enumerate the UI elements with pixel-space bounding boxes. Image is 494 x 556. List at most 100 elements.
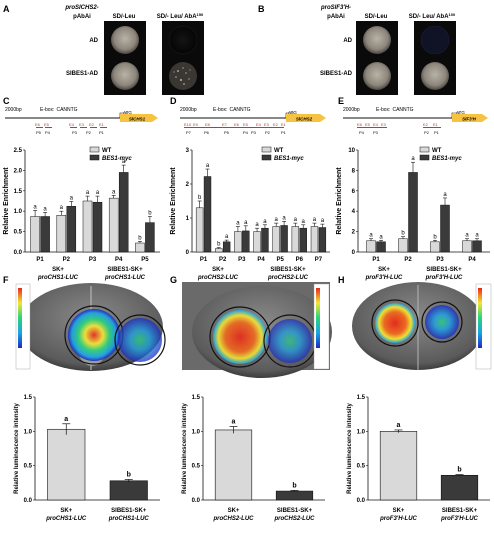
primer-label: P1: [434, 130, 440, 135]
chart-c-enrichment: 0.0 0.5 1.0 1.5 2.0 2.5 Relative Enrichment P1 a…: [3, 146, 160, 263]
ebox-label: E2: [89, 122, 95, 127]
significance-letter: a: [43, 206, 47, 212]
significance-letter: a: [275, 217, 279, 223]
x-tick-label: P1: [372, 257, 380, 263]
bar: [376, 241, 386, 253]
schematic-c: C 2000bp E-box: CANNTG ATG SlCHS1 E6 E5 E…: [3, 96, 158, 135]
ebox-label: E4: [373, 122, 379, 127]
colorbar: [478, 288, 482, 348]
schematic-e: E 2000bp E-box: CANNTG ATG SlF3'H E6 E5 E…: [338, 96, 488, 135]
significance-letter: a: [96, 190, 100, 196]
significance-letter: a: [465, 233, 469, 239]
panel-f: F SK+ proCHS1-LUC SIBES1-SK+ proCHS1-LUC: [3, 267, 166, 371]
condition-label: SIBES1-SK+: [270, 267, 306, 273]
significance-letter: a: [379, 234, 383, 240]
legend-label: WT: [274, 148, 284, 154]
bar: [291, 226, 300, 253]
primer-labels: P4 P3 P2 P1: [359, 130, 440, 135]
y-axis-label: Relative luminescence intensity: [347, 402, 353, 493]
length-label: 2000bp: [343, 107, 360, 113]
x-tick-label: SIBES1-SK+ proCHS2-LUC: [274, 508, 316, 522]
luminescence-spot: [268, 319, 312, 363]
column-label: SD/-Leu: [113, 14, 136, 20]
y-tick-label: 1.5: [357, 395, 366, 401]
ebox-markers: E6 E5 E4 E3 E2 E1: [357, 122, 441, 128]
significance-letter: b: [433, 234, 437, 240]
primer-label: P1: [99, 130, 105, 135]
significance-letter: a: [206, 163, 210, 169]
x-tick-label: P6: [296, 257, 304, 263]
primer-label: P5: [36, 130, 42, 135]
x-tick-label: P3: [89, 257, 97, 263]
x-tick-label: P3: [238, 257, 246, 263]
yeast-colony: [421, 62, 449, 90]
column-label: SD/- Leu/ AbA150: [157, 12, 204, 20]
y-axis-label: Relative Enrichment: [170, 167, 177, 235]
x-tick-label: SK+ proF3'H-LUC: [379, 508, 417, 522]
significance-letter: b: [457, 467, 461, 474]
significance-letter: a: [232, 419, 236, 426]
ebox-label: E-box: CANNTG: [40, 107, 78, 113]
ebox-label: E3: [381, 122, 387, 127]
primer-label: P4: [45, 130, 51, 135]
y-tick-label: 1.5: [192, 395, 201, 401]
condition-label: proCHS1-LUC: [37, 275, 79, 281]
schematic-d: D 2000bp E-box: CANNTG ATG SlCHS2 E10 E9 …: [170, 96, 326, 135]
ebox-label: E5: [243, 122, 249, 127]
x-tick-label: P5: [276, 257, 284, 263]
x-tick-label: P1: [36, 257, 44, 263]
legend-label: BES1-myc: [432, 156, 462, 162]
significance-letter: a: [411, 156, 415, 162]
bar: [272, 226, 280, 253]
y-tick-label: 8: [352, 168, 356, 174]
promoter-label: proSlCHS2-: [64, 5, 98, 11]
bar: [47, 428, 86, 501]
y-tick-label: 1.0: [24, 429, 33, 435]
significance-letter: b: [138, 235, 142, 241]
bar: [66, 206, 77, 253]
colony-speckles: [173, 67, 191, 85]
bar: [195, 207, 204, 253]
y-tick-label: 10: [348, 148, 355, 154]
primer-labels: P7 P6 P5 P4 P3 P2 P1: [186, 130, 287, 135]
ebox-label: E3: [79, 122, 85, 127]
bar: [280, 225, 288, 253]
panel-a: A proSlCHS2- pAbAi SD/-Leu SD/- Leu/ AbA…: [3, 4, 204, 95]
luminescence-spot: [118, 318, 162, 362]
primer-labels: P5 P4 P3 P2 P1: [36, 130, 105, 135]
y-tick-label: 1.0: [192, 429, 201, 435]
ebox-markers: E10 E9 E8 E7 E6 E5 E4 E3 E2 E1: [184, 122, 287, 128]
y-tick-label: 0: [186, 250, 190, 256]
length-label: 2000bp: [180, 107, 197, 113]
primer-label: P2: [86, 130, 92, 135]
y-axis-label: Relative Enrichment: [3, 167, 10, 235]
bar: [234, 231, 242, 253]
bar: [214, 429, 253, 501]
panel-b: B proSlF3'H- pAbAi SD/-Leu SD/- Leu/ AbA…: [258, 4, 456, 95]
y-axis-label: Relative luminescence intensity: [14, 402, 20, 493]
y-tick-label: 0.5: [192, 464, 201, 470]
legend-label: BES1-myc: [102, 156, 132, 162]
bar: [215, 248, 223, 253]
bar: [398, 238, 408, 253]
y-tick-label: 3: [186, 148, 190, 154]
ebox-label: E9: [193, 122, 199, 127]
y-tick-label: 1: [186, 216, 190, 222]
primer-label: P5: [224, 130, 230, 135]
column-label: SD/-Leu: [365, 14, 388, 20]
primer-label: P6: [204, 130, 210, 135]
ebox-markers: E6 E5 E4 E3 E2 E1: [35, 122, 107, 128]
ebox-label: E5: [365, 122, 371, 127]
legend-swatch: [261, 154, 272, 161]
primer-label: P3: [373, 130, 379, 135]
significance-letter: a: [86, 190, 90, 196]
chart-g-luminescence: 0.0 0.5 1.0 1.5 Relative luminescence intens…: [182, 395, 325, 522]
primer-label: P4: [243, 130, 249, 135]
panel-letter: A: [3, 4, 10, 14]
significance-letter: b: [148, 211, 152, 217]
atg-label: ATG: [288, 110, 297, 115]
x-tick-label: SIBES1-SK+ proF3'H-LUC: [440, 508, 478, 522]
primer-label: P2: [424, 130, 430, 135]
infiltration-circle: [371, 299, 419, 347]
significance-letter: a: [313, 217, 317, 223]
